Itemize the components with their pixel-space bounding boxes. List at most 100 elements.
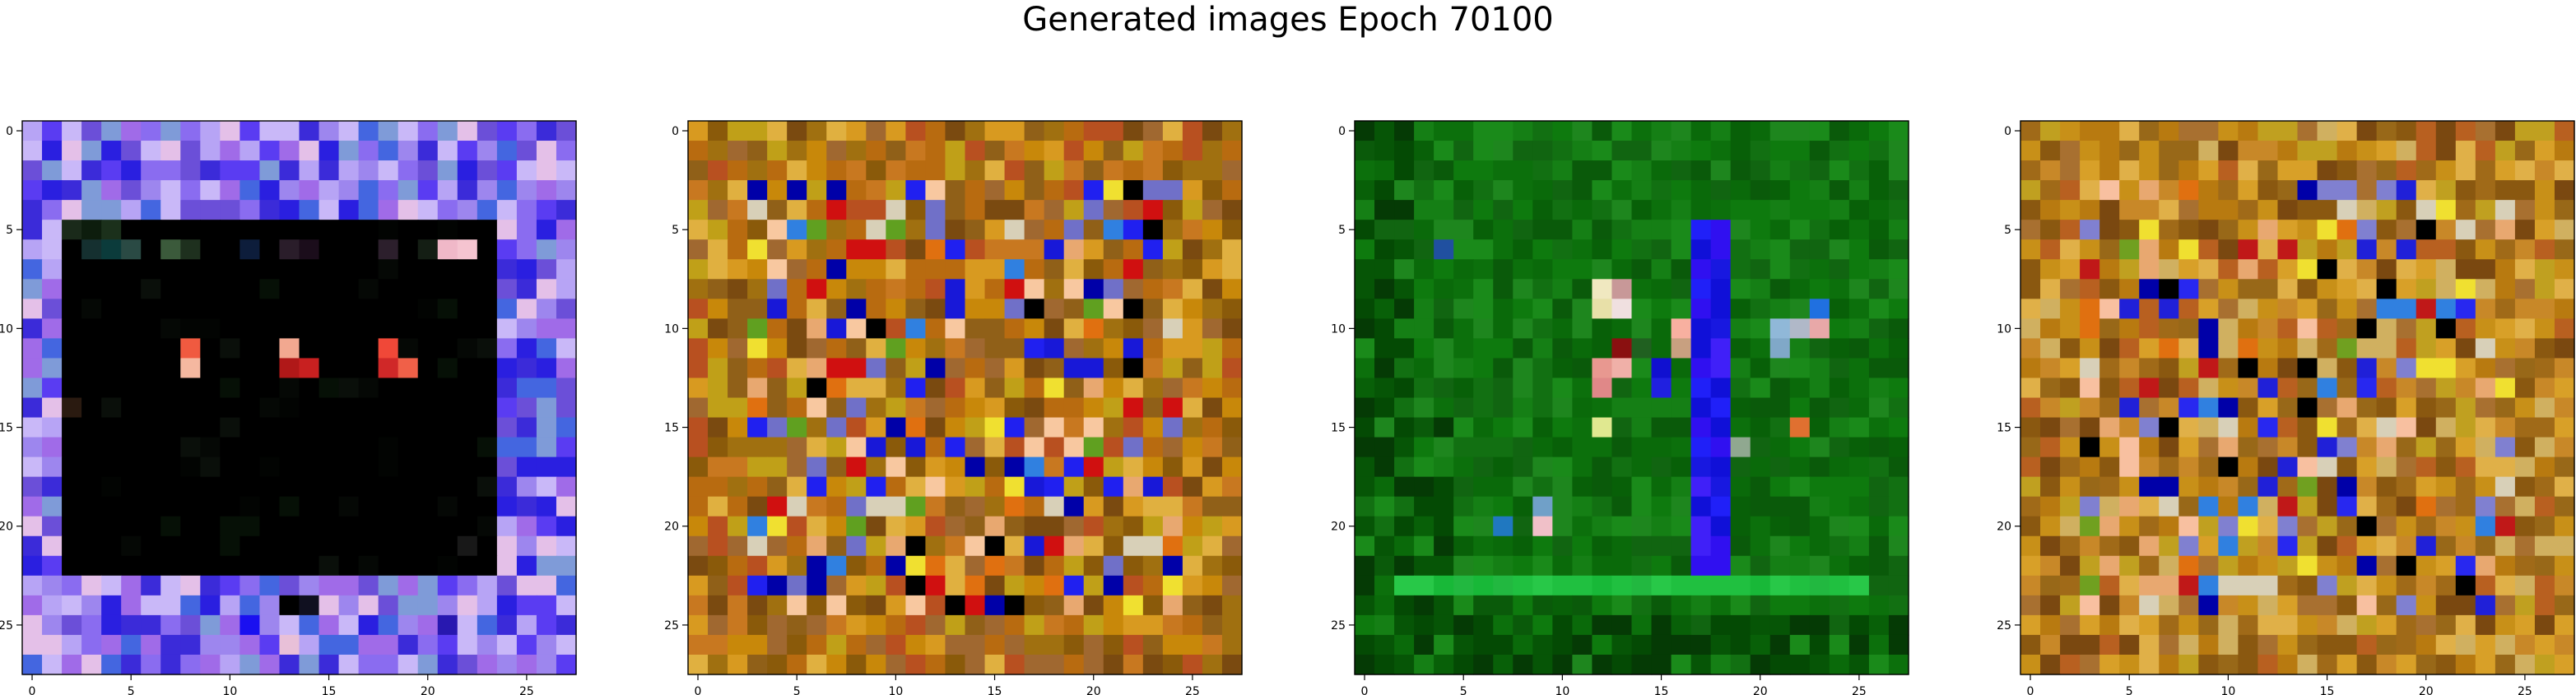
pixel-cell	[767, 634, 788, 656]
pixel-cell	[1221, 496, 1243, 517]
pixel-cell	[2435, 220, 2457, 240]
pixel-cell	[1123, 496, 1144, 517]
pixel-cell	[728, 180, 748, 201]
pixel-cell	[767, 259, 788, 280]
pixel-cell	[1789, 575, 1811, 596]
pixel-cell	[807, 378, 827, 399]
pixel-cell	[1592, 555, 1613, 577]
pixel-cell	[2238, 456, 2259, 478]
pixel-cell	[2040, 200, 2061, 220]
pixel-cell	[1750, 575, 1771, 596]
pixel-cell	[2257, 121, 2279, 141]
pixel-cell	[1671, 437, 1692, 458]
pixel-cell	[2396, 575, 2417, 596]
pixel-cell	[62, 338, 82, 359]
pixel-cell	[1083, 259, 1104, 280]
pixel-cell	[81, 575, 102, 596]
pixel-cell	[2277, 121, 2299, 141]
pixel-cell	[1083, 654, 1104, 675]
pixel-cell	[1453, 437, 1474, 458]
pixel-cell	[2040, 614, 2061, 636]
pixel-cell	[1532, 160, 1553, 181]
pixel-cell	[1888, 397, 1909, 419]
pixel-cell	[477, 141, 498, 161]
pixel-cell	[708, 634, 728, 656]
pixel-cell	[2020, 299, 2041, 319]
pixel-cell	[688, 555, 709, 577]
pixel-cell	[1162, 259, 1183, 280]
pixel-cell	[2020, 180, 2041, 201]
pixel-cell	[747, 575, 768, 596]
pixel-cell	[1690, 437, 1712, 458]
pixel-cell	[121, 259, 142, 280]
pixel-cell	[1888, 535, 1909, 557]
pixel-cell	[807, 575, 827, 596]
pixel-cell	[2238, 516, 2259, 537]
pixel-cell	[516, 397, 537, 419]
pixel-cell	[2376, 417, 2397, 438]
pixel-cell	[319, 279, 340, 299]
pixel-cell	[2514, 200, 2536, 220]
pixel-cell	[1868, 634, 1890, 656]
pixel-cell	[2159, 200, 2179, 220]
pixel-cell	[1888, 318, 1909, 339]
pixel-cell	[1434, 634, 1454, 656]
pixel-cell	[1162, 456, 1183, 478]
pixel-cell	[42, 535, 63, 557]
pixel-cell	[708, 456, 728, 478]
pixel-cell	[1063, 299, 1085, 319]
pixel-cell	[536, 279, 557, 299]
pixel-cell	[2416, 417, 2437, 438]
pixel-cell	[925, 259, 946, 280]
pixel-cell	[2317, 121, 2338, 141]
pixel-cell	[2159, 358, 2179, 379]
pixel-cell	[279, 555, 300, 577]
pixel-cell	[2554, 299, 2575, 319]
pixel-cell	[437, 299, 458, 319]
pixel-cell	[1024, 239, 1045, 260]
pixel-cell	[101, 555, 122, 577]
pixel-cell	[2554, 417, 2575, 438]
pixel-cell	[2198, 160, 2219, 181]
pixel-cell	[1809, 595, 1830, 616]
pixel-cell	[1888, 180, 1909, 201]
pixel-cell	[905, 417, 927, 438]
pixel-cell	[1809, 180, 1830, 201]
pixel-cell	[299, 614, 320, 636]
pixel-cell	[1434, 279, 1454, 299]
pixel-cell	[2040, 535, 2061, 557]
pixel-cell	[807, 654, 827, 675]
pixel-cell	[1473, 476, 1494, 498]
pixel-cell	[1004, 476, 1025, 498]
pixel-cell	[2416, 358, 2437, 379]
pixel-cell	[2277, 496, 2299, 517]
pixel-cell	[1063, 614, 1085, 636]
pixel-cell	[2060, 614, 2081, 636]
pixel-cell	[1651, 614, 1672, 636]
pixel-cell	[2435, 160, 2457, 181]
pixel-cell	[925, 437, 946, 458]
image-panel-4	[2020, 121, 2575, 675]
pixel-cell	[2435, 239, 2457, 260]
pixel-cell	[886, 338, 906, 359]
y-tick-label: 5	[1338, 224, 1346, 237]
pixel-cell	[398, 456, 419, 478]
pixel-cell	[62, 614, 82, 636]
pixel-cell	[1552, 378, 1573, 399]
pixel-cell	[2495, 476, 2516, 498]
pixel-cell	[2139, 299, 2160, 319]
pixel-cell	[2159, 595, 2179, 616]
pixel-cell	[1769, 614, 1791, 636]
pixel-cell	[2060, 358, 2081, 379]
pixel-cell	[807, 358, 827, 379]
pixel-cell	[536, 575, 557, 596]
pixel-cell	[1532, 220, 1553, 240]
pixel-cell	[688, 417, 709, 438]
pixel-cell	[62, 496, 82, 517]
pixel-cell	[536, 456, 557, 478]
pixel-cell	[556, 279, 577, 299]
pixel-cell	[556, 456, 577, 478]
figure-title: Generated images Epoch 70100	[1022, 1, 1554, 39]
pixel-cell	[477, 318, 498, 339]
pixel-cell	[1671, 259, 1692, 280]
